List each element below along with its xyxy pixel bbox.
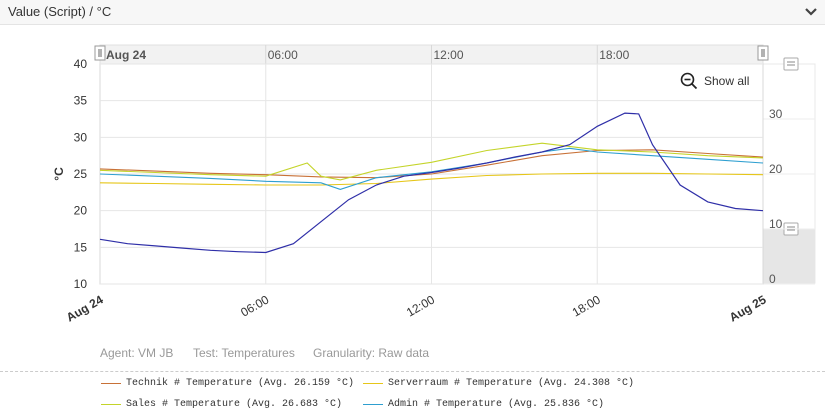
x-tick-label: 18:00 [570,292,603,319]
show-all-label: Show all [704,74,750,88]
navigator-tick-label: 18:00 [599,48,629,62]
legend-label: Sales # Temperature (Avg. 26.683 °C) [126,399,343,410]
legend-item-admin[interactable]: Admin # Temperature (Avg. 25.836 °C) [363,399,604,410]
navigator-tick-label: 06:00 [268,48,298,62]
x-tick-label: 12:00 [404,292,437,319]
chevron-down-icon[interactable] [803,4,819,20]
meta-agent: Agent: VM JB [100,346,174,360]
legend-swatch [363,383,383,384]
legend-swatch [363,404,383,405]
legend-swatch [101,404,121,405]
temperature-chart: Aug 24 06:00 12:00 18:00 30 20 10 0 10 15 20 25 3… [52,44,816,325]
panel-header: Value (Script) / °C [0,0,825,25]
legend-label: Admin # Temperature (Avg. 25.836 °C) [388,399,605,410]
legend-item-technik[interactable]: Technik # Temperature (Avg. 26.159 °C) [101,378,354,389]
navigator-right-handle[interactable] [757,45,769,61]
zoom-out-icon [680,72,698,90]
navigator-top-handle[interactable] [783,57,799,71]
navigator-left-handle[interactable] [94,45,106,61]
legend-item-sales[interactable]: Sales # Temperature (Avg. 26.683 °C) [101,399,342,410]
x-tick-label: 06:00 [238,292,271,319]
series-line-1[interactable] [99,172,764,186]
side-tick-label: 10 [769,217,783,231]
legend-label: Serverraum # Temperature (Avg. 24.308 °C… [388,378,635,389]
panel-title: Value (Script) / °C [8,4,112,19]
y-tick-label: 15 [74,240,88,254]
y-tick-label: 25 [74,167,88,181]
meta-test: Test: Temperatures [193,346,295,360]
legend-item-serverraum[interactable]: Serverraum # Temperature (Avg. 24.308 °C… [363,378,634,389]
side-tick-label: 0 [769,272,776,286]
x-tick-label: Aug 25 [727,292,769,324]
y-tick-label: 10 [74,277,88,291]
series-line-3[interactable] [99,147,764,190]
side-tick-label: 30 [769,107,783,121]
series-line-2[interactable] [99,142,764,181]
series-line-0[interactable] [99,149,764,179]
meta-granularity: Granularity: Raw data [313,346,430,360]
show-all-button[interactable]: Show all [680,72,749,90]
y-tick-label: 40 [74,57,88,71]
navigator-tick-label: 12:00 [434,48,464,62]
series-line-4[interactable] [99,112,764,254]
navigator-side-selection [763,229,815,283]
y-tick-label: 20 [74,204,88,218]
legend-label: Technik # Temperature (Avg. 26.159 °C) [126,378,355,389]
y-tick-label: 30 [74,130,88,144]
legend-swatch [101,383,121,384]
y-axis-label: °C [52,167,66,181]
x-tick-label: Aug 24 [64,292,106,324]
side-tick-label: 20 [769,162,783,176]
legend-separator [0,371,825,372]
navigator-start-label: Aug 24 [106,48,146,62]
y-tick-label: 35 [74,94,88,108]
